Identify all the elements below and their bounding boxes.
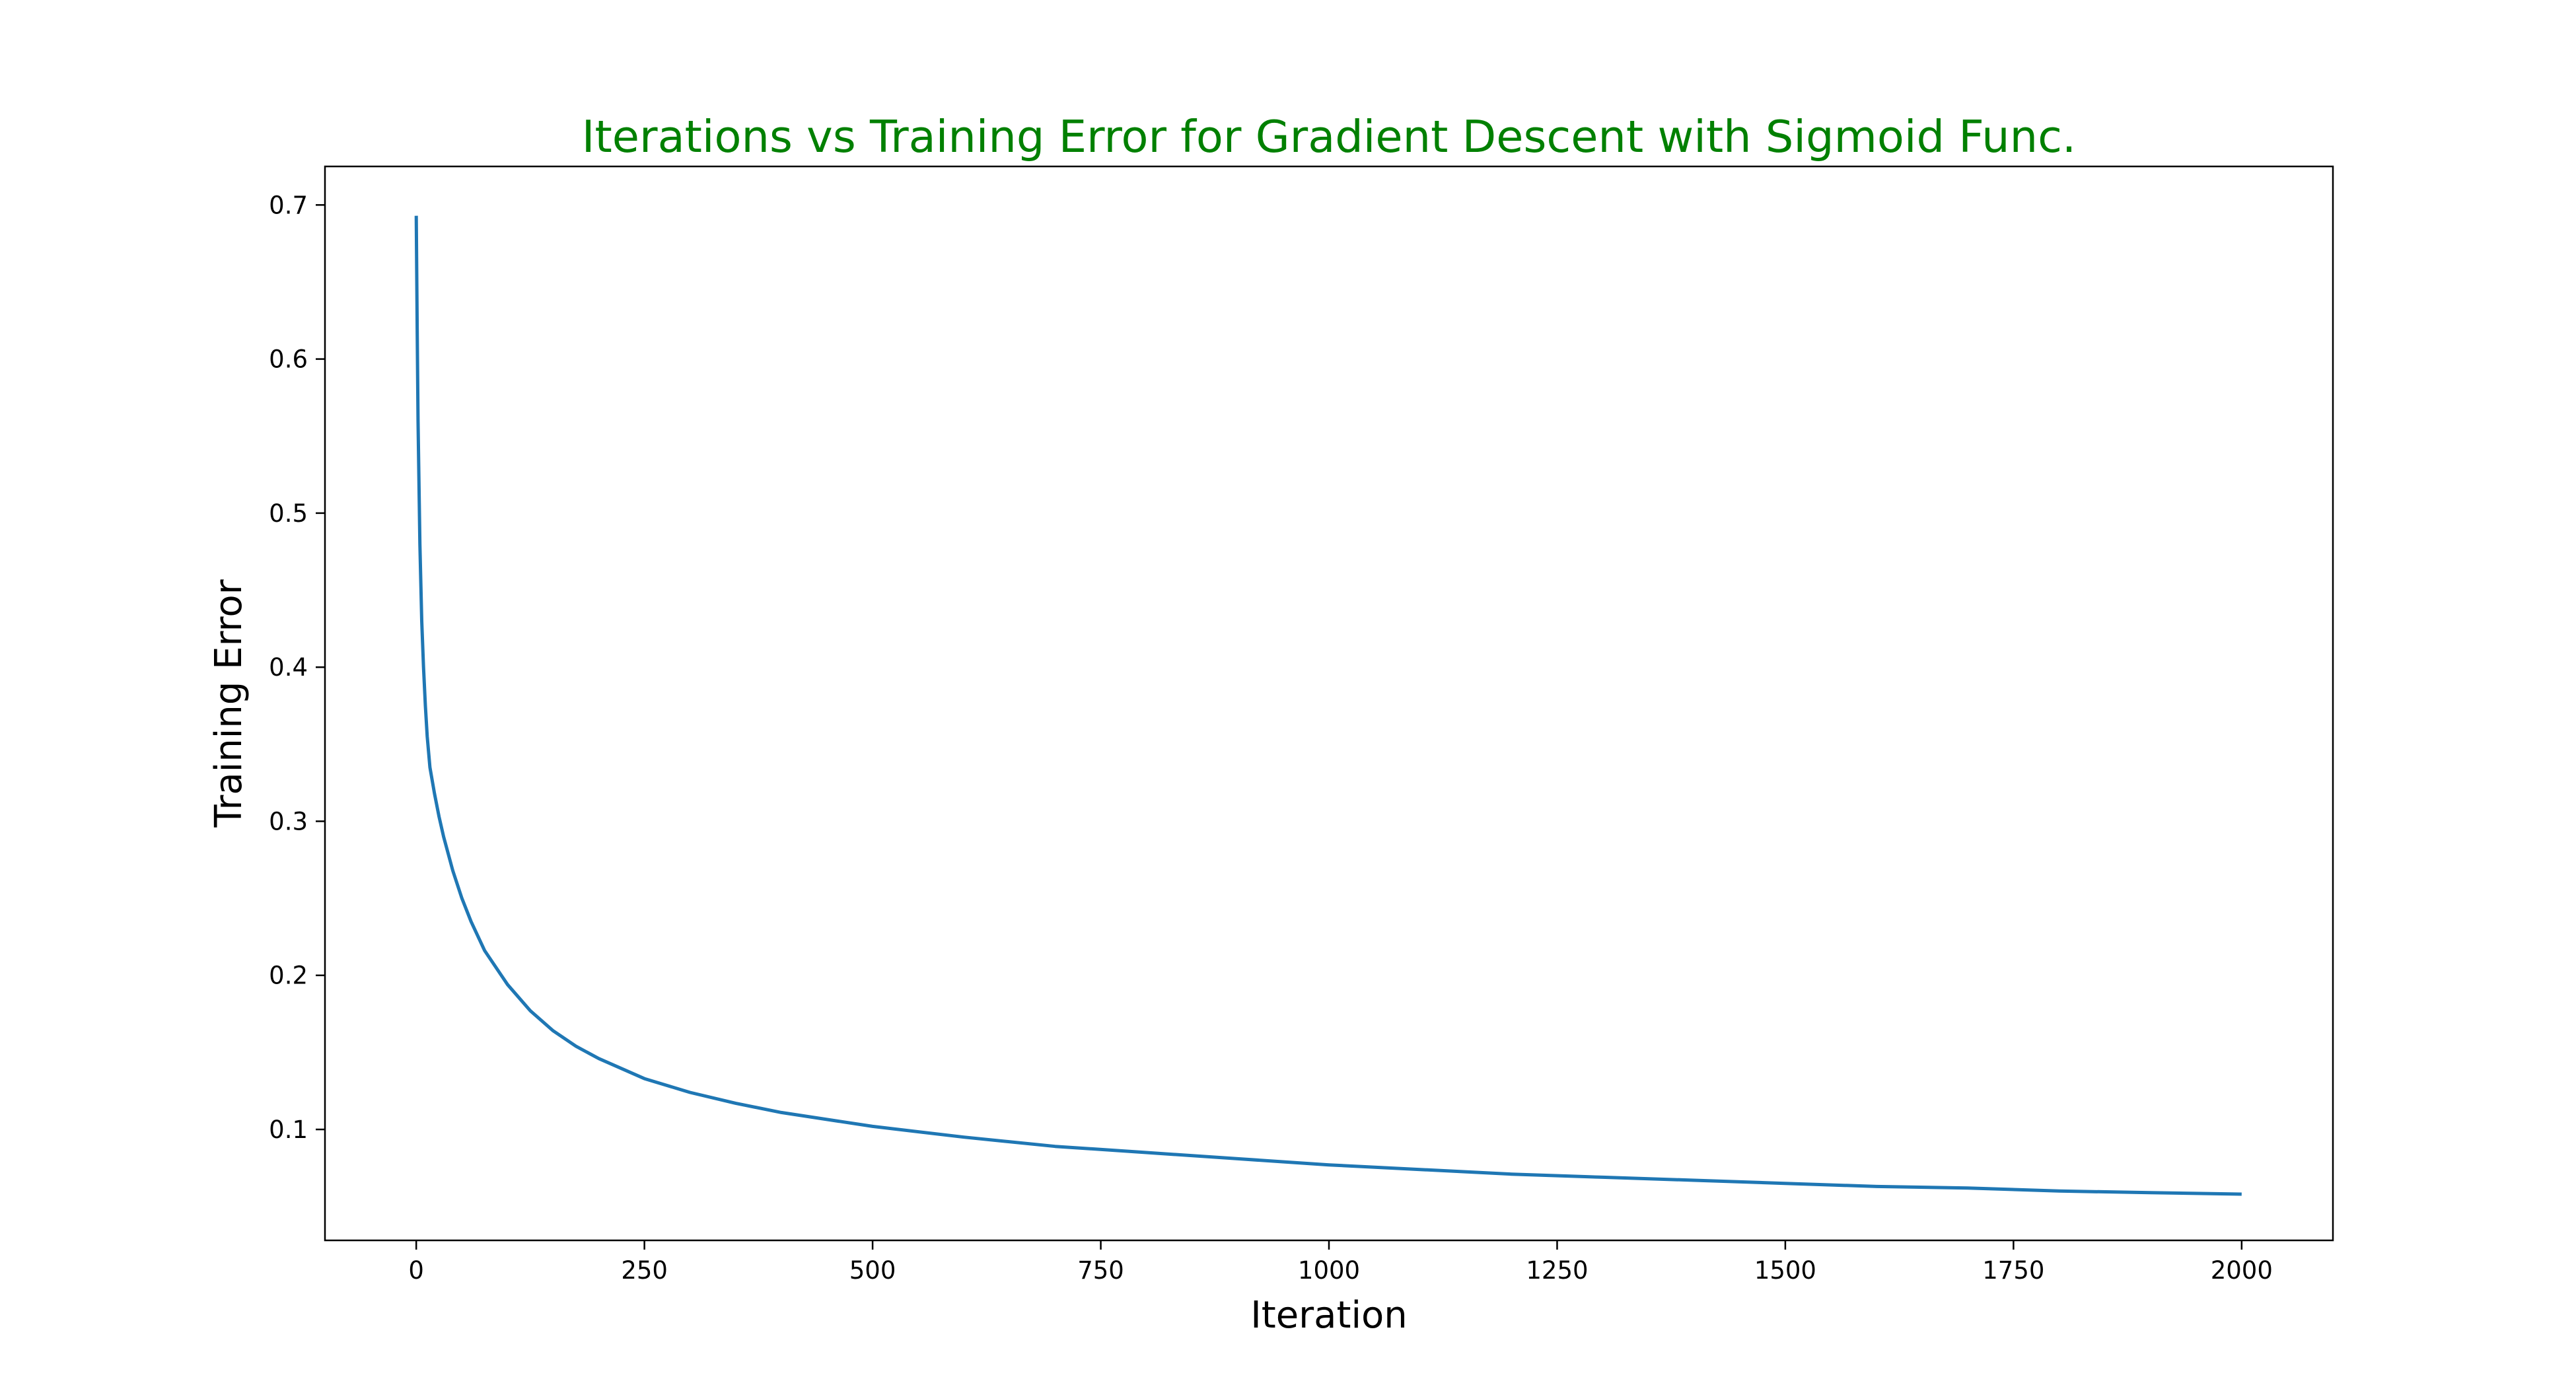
- x-tick-label: 0: [408, 1256, 424, 1285]
- y-tick-label: 0.6: [269, 345, 308, 374]
- y-axis-ticks: 0.1 0.2 0.3 0.4 0.5 0.6 0.7: [269, 191, 325, 1144]
- x-tick-label: 250: [621, 1256, 668, 1285]
- y-tick-label: 0.7: [269, 191, 308, 219]
- x-tick-label: 1250: [1526, 1256, 1588, 1285]
- x-tick-label: 1500: [1754, 1256, 1816, 1285]
- y-tick-label: 0.4: [269, 653, 308, 682]
- y-tick-label: 0.2: [269, 962, 308, 990]
- y-tick-label: 0.5: [269, 499, 308, 528]
- chart-title: Iterations vs Training Error for Gradien…: [582, 111, 2076, 162]
- x-tick-label: 1750: [1982, 1256, 2044, 1285]
- x-tick-label: 750: [1077, 1256, 1124, 1285]
- x-tick-label: 500: [849, 1256, 896, 1285]
- x-tick-label: 1000: [1298, 1256, 1360, 1285]
- x-axis-label: Iteration: [1250, 1294, 1408, 1337]
- series-line-0: [414, 215, 2242, 1196]
- x-axis-ticks: 0 250 500 750 1000 1250 1500 1750 2000: [408, 1240, 2273, 1285]
- y-tick-label: 0.1: [269, 1116, 308, 1144]
- y-axis-label: Training Error: [207, 579, 250, 828]
- y-tick-label: 0.3: [269, 807, 308, 836]
- series-layer: [414, 215, 2242, 1196]
- x-tick-label: 2000: [2211, 1256, 2273, 1285]
